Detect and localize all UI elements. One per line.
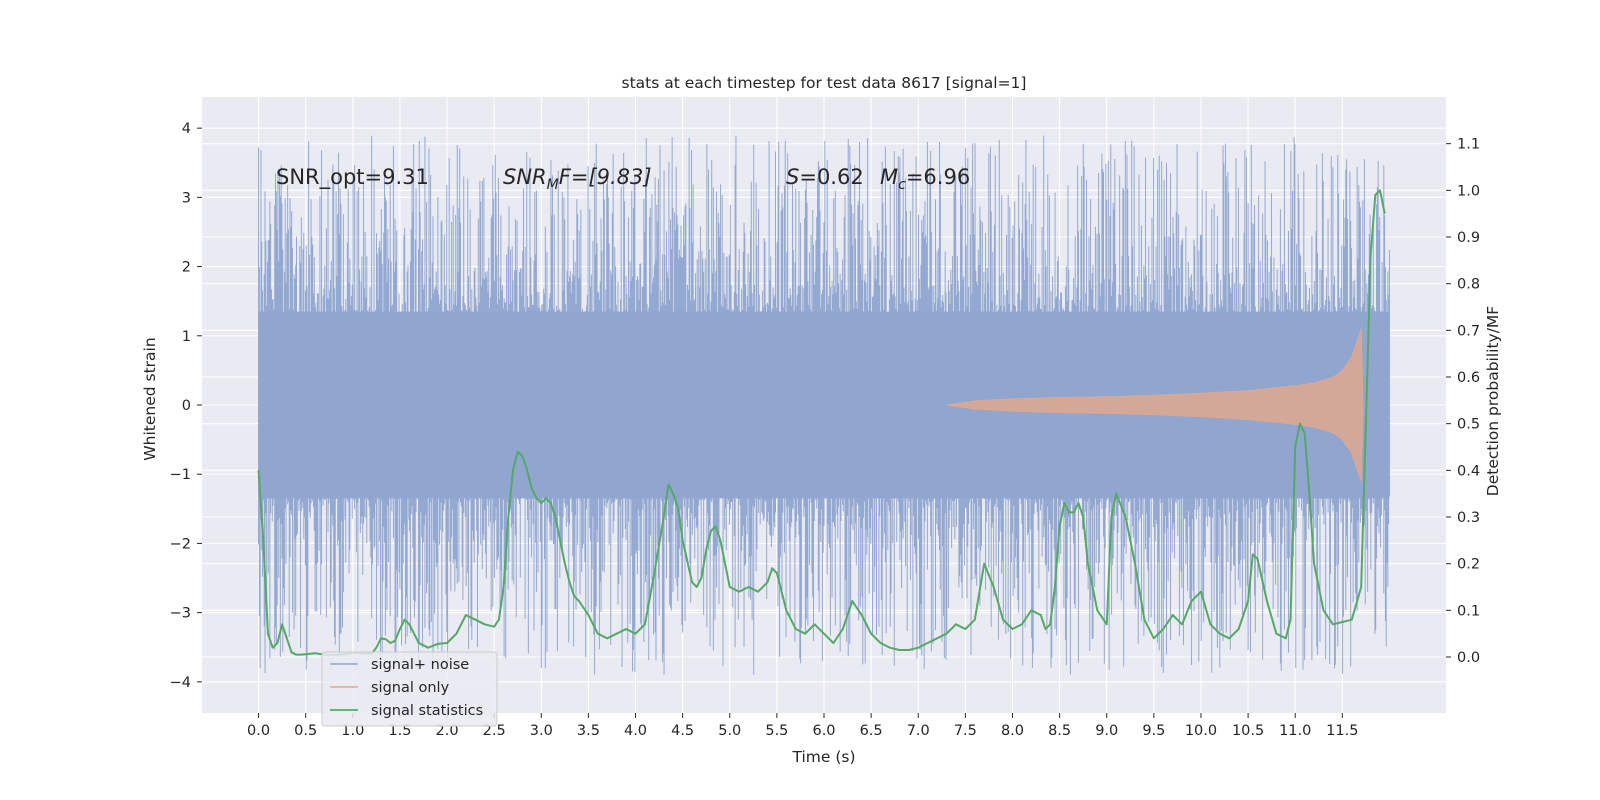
x-tick-label: 6.5 <box>860 723 883 739</box>
annotation-s-symbol: S <box>786 165 799 189</box>
series-signal-only <box>946 328 1364 482</box>
legend-label-signal-only: signal only <box>371 680 450 696</box>
x-tick-label: 11.0 <box>1279 723 1311 739</box>
y-axis-ticks: 4 3 2 1 0 −1 −2 −3 −4 <box>170 121 202 691</box>
y2-axis-label: Detection probability/MF <box>1484 306 1502 497</box>
annotation-snr-mf-sub: M <box>547 177 559 193</box>
annotation-mc-main: M <box>880 165 898 189</box>
x-tick-label: 11.5 <box>1326 723 1358 739</box>
x-tick-label: 5.5 <box>765 723 788 739</box>
x-tick-label: 4.5 <box>671 723 694 739</box>
y2-tick-label: 0.0 <box>1457 650 1480 666</box>
y2-axis-ticks: 1.1 1.0 0.9 0.8 0.7 0.6 0.5 0.4 0.3 0.2 0.1 0.0 <box>1446 137 1480 666</box>
x-tick-label: 9.0 <box>1095 723 1118 739</box>
y-tick-label: −4 <box>170 675 191 691</box>
annotation-snr-mf-f: F=[9.83] <box>559 165 652 189</box>
x-tick-label: 9.5 <box>1142 723 1165 739</box>
x-tick-label: 5.0 <box>718 723 741 739</box>
x-tick-label: 7.0 <box>907 723 930 739</box>
y-axis-label: Whitened strain <box>141 337 159 460</box>
annotation-snr-mf: SNRMF=[9.83] <box>503 165 652 193</box>
x-tick-label: 10.5 <box>1232 723 1264 739</box>
y2-tick-label: 0.8 <box>1457 277 1480 293</box>
x-tick-label: 2.5 <box>483 723 506 739</box>
x-tick-label: 3.0 <box>530 723 553 739</box>
x-tick-label: 0.0 <box>247 723 270 739</box>
x-tick-label: 1.0 <box>341 723 364 739</box>
y2-tick-label: 1.1 <box>1457 137 1480 153</box>
y2-tick-label: 0.5 <box>1457 417 1480 433</box>
x-tick-label: 4.0 <box>624 723 647 739</box>
y2-tick-label: 0.9 <box>1457 230 1480 246</box>
x-axis-ticks: 0.0 0.5 1.0 1.5 2.0 2.5 3.0 3.5 4.0 4.5 5.0 5.5 6.0 6… <box>247 713 1358 739</box>
y-tick-label: 0 <box>182 398 191 414</box>
legend-label-signal-statistics: signal statistics <box>371 703 483 719</box>
legend: signal+ noise signal only signal statist… <box>321 651 498 727</box>
y-tick-label: 3 <box>182 190 191 206</box>
x-axis-label: Time (s) <box>791 748 855 766</box>
annotation-mc-value: =6.96 <box>906 165 970 189</box>
y2-tick-label: 0.7 <box>1457 323 1480 339</box>
annotation-mc: Mc=6.96 <box>880 165 970 193</box>
legend-label-signal-plus-noise: signal+ noise <box>371 657 469 673</box>
x-tick-label: 2.0 <box>435 723 458 739</box>
y2-tick-label: 0.3 <box>1457 510 1480 526</box>
annotation-s: S=0.62 <box>786 165 864 189</box>
y-tick-label: 4 <box>182 121 191 137</box>
y2-tick-label: 0.2 <box>1457 557 1480 573</box>
x-tick-label: 3.5 <box>577 723 600 739</box>
y2-tick-label: 1.0 <box>1457 183 1480 199</box>
legend-frame <box>321 651 498 727</box>
annotation-mc-sub: c <box>898 177 906 193</box>
x-tick-label: 6.0 <box>812 723 835 739</box>
y-tick-label: 2 <box>182 260 191 276</box>
x-tick-label: 8.0 <box>1001 723 1024 739</box>
x-tick-label: 0.5 <box>294 723 317 739</box>
y-tick-label: 1 <box>182 329 191 345</box>
x-tick-label: 8.5 <box>1048 723 1071 739</box>
y-tick-label: −1 <box>170 467 191 483</box>
annotation-s-value: =0.62 <box>799 165 863 189</box>
x-tick-label: 7.5 <box>954 723 977 739</box>
x-tick-label: 1.5 <box>388 723 411 739</box>
y-tick-label: −2 <box>170 536 191 552</box>
y2-tick-label: 0.4 <box>1457 463 1480 479</box>
series-signal-statistics <box>257 189 1386 657</box>
y2-tick-label: 0.6 <box>1457 370 1480 386</box>
annotation-snr-opt: SNR_opt=9.31 <box>276 165 429 190</box>
chart-title: stats at each timestep for test data 861… <box>622 74 1027 92</box>
y2-tick-label: 0.1 <box>1457 603 1480 619</box>
annotation-snr-mf-main: SNR <box>503 165 547 189</box>
y-tick-label: −3 <box>170 606 191 622</box>
x-tick-label: 10.0 <box>1185 723 1217 739</box>
annotations: SNR_opt=9.31 SNRMF=[9.83] S=0.62 Mc=6.96 <box>276 165 970 193</box>
